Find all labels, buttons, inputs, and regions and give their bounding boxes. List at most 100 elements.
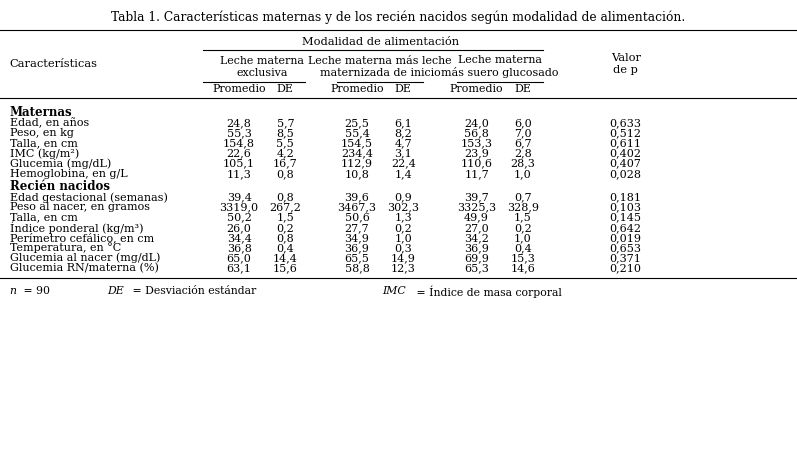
Text: Glucemia (mg/dL): Glucemia (mg/dL) [10, 159, 111, 169]
Text: 0,642: 0,642 [610, 223, 642, 233]
Text: 0,145: 0,145 [610, 213, 642, 223]
Text: 3325,3: 3325,3 [457, 202, 497, 213]
Text: 0,3: 0,3 [395, 243, 412, 253]
Text: IMC (kg/m²): IMC (kg/m²) [10, 148, 79, 159]
Text: Tabla 1. Características maternas y de los recién nacidos según modalidad de ali: Tabla 1. Características maternas y de l… [112, 10, 685, 24]
Text: 0,611: 0,611 [610, 138, 642, 148]
Text: Promedio: Promedio [212, 84, 266, 94]
Text: 0,019: 0,019 [610, 233, 642, 243]
Text: 10,8: 10,8 [344, 169, 370, 179]
Text: Leche materna
más suero glucosado: Leche materna más suero glucosado [441, 55, 559, 78]
Text: 1,0: 1,0 [514, 233, 532, 243]
Text: 1,5: 1,5 [277, 213, 294, 223]
Text: 55,4: 55,4 [344, 128, 370, 138]
Text: 15,3: 15,3 [510, 253, 536, 263]
Text: 49,9: 49,9 [464, 213, 489, 223]
Text: 0,8: 0,8 [277, 192, 294, 202]
Text: 0,2: 0,2 [395, 223, 412, 233]
Text: Glucemia al nacer (mg/dL): Glucemia al nacer (mg/dL) [10, 253, 160, 263]
Text: 36,9: 36,9 [464, 243, 489, 253]
Text: 112,9: 112,9 [341, 159, 373, 169]
Text: 39,4: 39,4 [226, 192, 252, 202]
Text: Temperatura, en °C: Temperatura, en °C [10, 242, 121, 254]
Text: 6,7: 6,7 [514, 138, 532, 148]
Text: 154,8: 154,8 [223, 138, 255, 148]
Text: Características: Características [10, 59, 97, 69]
Text: DE: DE [277, 84, 294, 94]
Text: Peso al nacer, en gramos: Peso al nacer, en gramos [10, 202, 150, 213]
Text: 65,3: 65,3 [464, 263, 489, 273]
Text: 2,8: 2,8 [514, 148, 532, 159]
Text: DE: DE [395, 84, 412, 94]
Text: Edad gestacional (semanas): Edad gestacional (semanas) [10, 192, 167, 202]
Text: 24,8: 24,8 [226, 118, 252, 128]
Text: = 90: = 90 [20, 286, 50, 296]
Text: Modalidad de alimentación: Modalidad de alimentación [302, 37, 460, 47]
Text: 58,8: 58,8 [344, 263, 370, 273]
Text: 23,9: 23,9 [464, 148, 489, 159]
Text: 34,9: 34,9 [344, 233, 370, 243]
Text: 0,103: 0,103 [610, 202, 642, 213]
Text: 1,0: 1,0 [514, 169, 532, 179]
Text: 39,6: 39,6 [344, 192, 370, 202]
Text: 0,8: 0,8 [277, 169, 294, 179]
Text: 69,9: 69,9 [464, 253, 489, 263]
Text: 63,1: 63,1 [226, 263, 252, 273]
Text: 26,0: 26,0 [226, 223, 252, 233]
Text: 50,2: 50,2 [226, 213, 252, 223]
Text: 0,512: 0,512 [610, 128, 642, 138]
Text: 11,7: 11,7 [464, 169, 489, 179]
Text: 154,5: 154,5 [341, 138, 373, 148]
Text: 5,5: 5,5 [277, 138, 294, 148]
Text: 0,4: 0,4 [514, 243, 532, 253]
Text: Índice ponderal (kg/m³): Índice ponderal (kg/m³) [10, 221, 143, 234]
Text: 36,9: 36,9 [344, 243, 370, 253]
Text: 56,8: 56,8 [464, 128, 489, 138]
Text: 0,8: 0,8 [277, 233, 294, 243]
Text: 1,3: 1,3 [395, 213, 412, 223]
Text: 6,0: 6,0 [514, 118, 532, 128]
Text: 6,1: 6,1 [395, 118, 412, 128]
Text: = Desviación estándar: = Desviación estándar [129, 286, 257, 296]
Text: 24,0: 24,0 [464, 118, 489, 128]
Text: Maternas: Maternas [10, 106, 73, 118]
Text: Peso, en kg: Peso, en kg [10, 128, 73, 138]
Text: Promedio: Promedio [330, 84, 384, 94]
Text: 234,4: 234,4 [341, 148, 373, 159]
Text: 110,6: 110,6 [461, 159, 493, 169]
Text: 14,4: 14,4 [273, 253, 298, 263]
Text: Leche materna más leche
maternizada de inicio: Leche materna más leche maternizada de i… [308, 56, 452, 77]
Text: 55,3: 55,3 [226, 128, 252, 138]
Text: DE: DE [108, 286, 124, 296]
Text: 34,4: 34,4 [226, 233, 252, 243]
Text: 0,407: 0,407 [610, 159, 642, 169]
Text: 0,653: 0,653 [610, 243, 642, 253]
Text: 3,1: 3,1 [395, 148, 412, 159]
Text: 0,402: 0,402 [610, 148, 642, 159]
Text: 0,371: 0,371 [610, 253, 642, 263]
Text: Perímetro cefálico, en cm: Perímetro cefálico, en cm [10, 232, 154, 243]
Text: Glucemia RN/materna (%): Glucemia RN/materna (%) [10, 263, 159, 273]
Text: 3467,3: 3467,3 [338, 202, 376, 213]
Text: 5,7: 5,7 [277, 118, 294, 128]
Text: 105,1: 105,1 [223, 159, 255, 169]
Text: 0,2: 0,2 [514, 223, 532, 233]
Text: 0,2: 0,2 [277, 223, 294, 233]
Text: Hemoglobina, en g/L: Hemoglobina, en g/L [10, 169, 128, 179]
Text: 0,028: 0,028 [610, 169, 642, 179]
Text: 28,3: 28,3 [510, 159, 536, 169]
Text: Talla, en cm: Talla, en cm [10, 213, 77, 223]
Text: 14,9: 14,9 [391, 253, 416, 263]
Text: 15,6: 15,6 [273, 263, 298, 273]
Text: 0,7: 0,7 [514, 192, 532, 202]
Text: 267,2: 267,2 [269, 202, 301, 213]
Text: 0,181: 0,181 [610, 192, 642, 202]
Text: 65,0: 65,0 [226, 253, 252, 263]
Text: 1,4: 1,4 [395, 169, 412, 179]
Text: 14,6: 14,6 [510, 263, 536, 273]
Text: IMC: IMC [383, 286, 406, 296]
Text: 0,4: 0,4 [277, 243, 294, 253]
Text: n: n [10, 286, 17, 296]
Text: 16,7: 16,7 [273, 159, 298, 169]
Text: = Índice de masa corporal: = Índice de masa corporal [413, 285, 562, 298]
